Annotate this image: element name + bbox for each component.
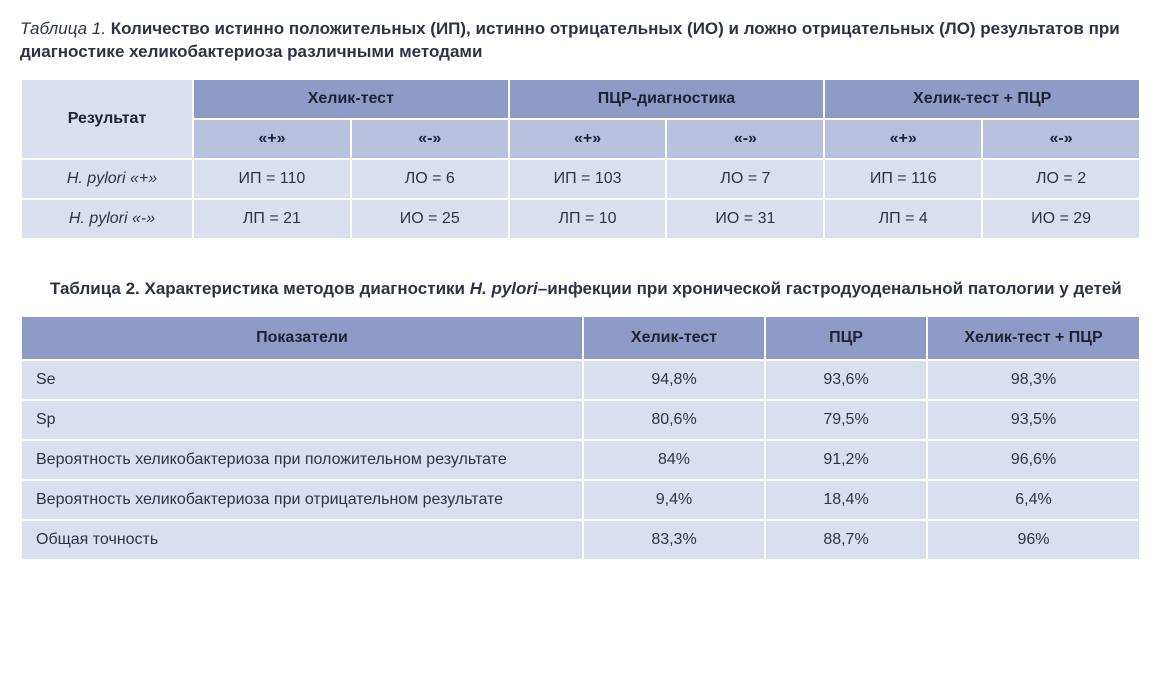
- table1-caption: Таблица 1. Количество истинно положитель…: [20, 18, 1141, 64]
- table1-cell: ЛО = 2: [983, 160, 1139, 198]
- table2-val: 88,7%: [766, 521, 926, 559]
- table2-val: 79,5%: [766, 401, 926, 439]
- table1: Результат Хелик-тест ПЦР-диагностика Хел…: [20, 78, 1141, 240]
- table2-indicator: Sp: [22, 401, 582, 439]
- table1-method-2: Хелик-тест + ПЦР: [825, 80, 1139, 118]
- table2-indicator: Se: [22, 361, 582, 399]
- table1-row-1: H. pylori «-» ЛП = 21 ИО = 25 ЛП = 10 ИО…: [22, 200, 1139, 238]
- table1-cell: ЛП = 4: [825, 200, 981, 238]
- table1-method-0: Хелик-тест: [194, 80, 508, 118]
- table2-val: 93,6%: [766, 361, 926, 399]
- table1-row-0-label: H. pylori «+»: [22, 160, 192, 198]
- table1-method-2-neg: «-»: [983, 120, 1139, 158]
- table2-val: 83,3%: [584, 521, 764, 559]
- table1-method-2-pos: «+»: [825, 120, 981, 158]
- table2-caption-a: Характеристика методов диагностики: [145, 279, 470, 298]
- table1-cell: ИО = 31: [667, 200, 823, 238]
- table2-h3: Хелик-тест + ПЦР: [928, 317, 1139, 359]
- table1-method-1: ПЦР-диагностика: [510, 80, 824, 118]
- table2-val: 91,2%: [766, 441, 926, 479]
- table2-h1: Хелик-тест: [584, 317, 764, 359]
- table2-row: Se 94,8% 93,6% 98,3%: [22, 361, 1139, 399]
- table2-val: 93,5%: [928, 401, 1139, 439]
- table2-caption-b: –инфекции при хронической гастродуоденал…: [538, 279, 1122, 298]
- table1-method-1-pos: «+»: [510, 120, 666, 158]
- table1-method-0-neg: «-»: [352, 120, 508, 158]
- table2-h0: Показатели: [22, 317, 582, 359]
- table1-cell: ИП = 116: [825, 160, 981, 198]
- table2-caption-italic: H. pylori: [470, 279, 538, 298]
- table1-method-1-neg: «-»: [667, 120, 823, 158]
- table1-cell: ИП = 103: [510, 160, 666, 198]
- table1-caption-label: Таблица 1.: [20, 19, 106, 38]
- table2-indicator: Вероятность хеликобактериоза при положит…: [22, 441, 582, 479]
- table2-caption: Таблица 2. Характеристика методов диагно…: [20, 278, 1141, 301]
- table2-row: Sp 80,6% 79,5% 93,5%: [22, 401, 1139, 439]
- table2-caption-label: Таблица 2.: [50, 279, 140, 298]
- table2-h2: ПЦР: [766, 317, 926, 359]
- table2-header-row: Показатели Хелик-тест ПЦР Хелик-тест + П…: [22, 317, 1139, 359]
- table2-val: 9,4%: [584, 481, 764, 519]
- table2-val: 96,6%: [928, 441, 1139, 479]
- table1-row-1-label: H. pylori «-»: [22, 200, 192, 238]
- table2-indicator: Общая точность: [22, 521, 582, 559]
- table2-row: Вероятность хеликобактериоза при отрицат…: [22, 481, 1139, 519]
- table2-row: Общая точность 83,3% 88,7% 96%: [22, 521, 1139, 559]
- table1-header-row: Результат Хелик-тест ПЦР-диагностика Хел…: [22, 80, 1139, 118]
- table1-cell: ИО = 29: [983, 200, 1139, 238]
- table1-result-header: Результат: [22, 80, 192, 158]
- table1-cell: ИП = 110: [194, 160, 350, 198]
- table2-val: 94,8%: [584, 361, 764, 399]
- table1-cell: ЛП = 21: [194, 200, 350, 238]
- table1-row-0: H. pylori «+» ИП = 110 ЛО = 6 ИП = 103 Л…: [22, 160, 1139, 198]
- table1-cell: ЛО = 7: [667, 160, 823, 198]
- table2-row: Вероятность хеликобактериоза при положит…: [22, 441, 1139, 479]
- table2-val: 98,3%: [928, 361, 1139, 399]
- table2-val: 6,4%: [928, 481, 1139, 519]
- table1-cell: ЛО = 6: [352, 160, 508, 198]
- table2-indicator: Вероятность хеликобактериоза при отрицат…: [22, 481, 582, 519]
- table2-val: 80,6%: [584, 401, 764, 439]
- table2-val: 96%: [928, 521, 1139, 559]
- table1-cell: ИО = 25: [352, 200, 508, 238]
- table1-method-0-pos: «+»: [194, 120, 350, 158]
- table2: Показатели Хелик-тест ПЦР Хелик-тест + П…: [20, 315, 1141, 561]
- table2-val: 84%: [584, 441, 764, 479]
- table1-cell: ЛП = 10: [510, 200, 666, 238]
- table2-val: 18,4%: [766, 481, 926, 519]
- table1-caption-text: Количество истинно положительных (ИП), и…: [20, 19, 1120, 61]
